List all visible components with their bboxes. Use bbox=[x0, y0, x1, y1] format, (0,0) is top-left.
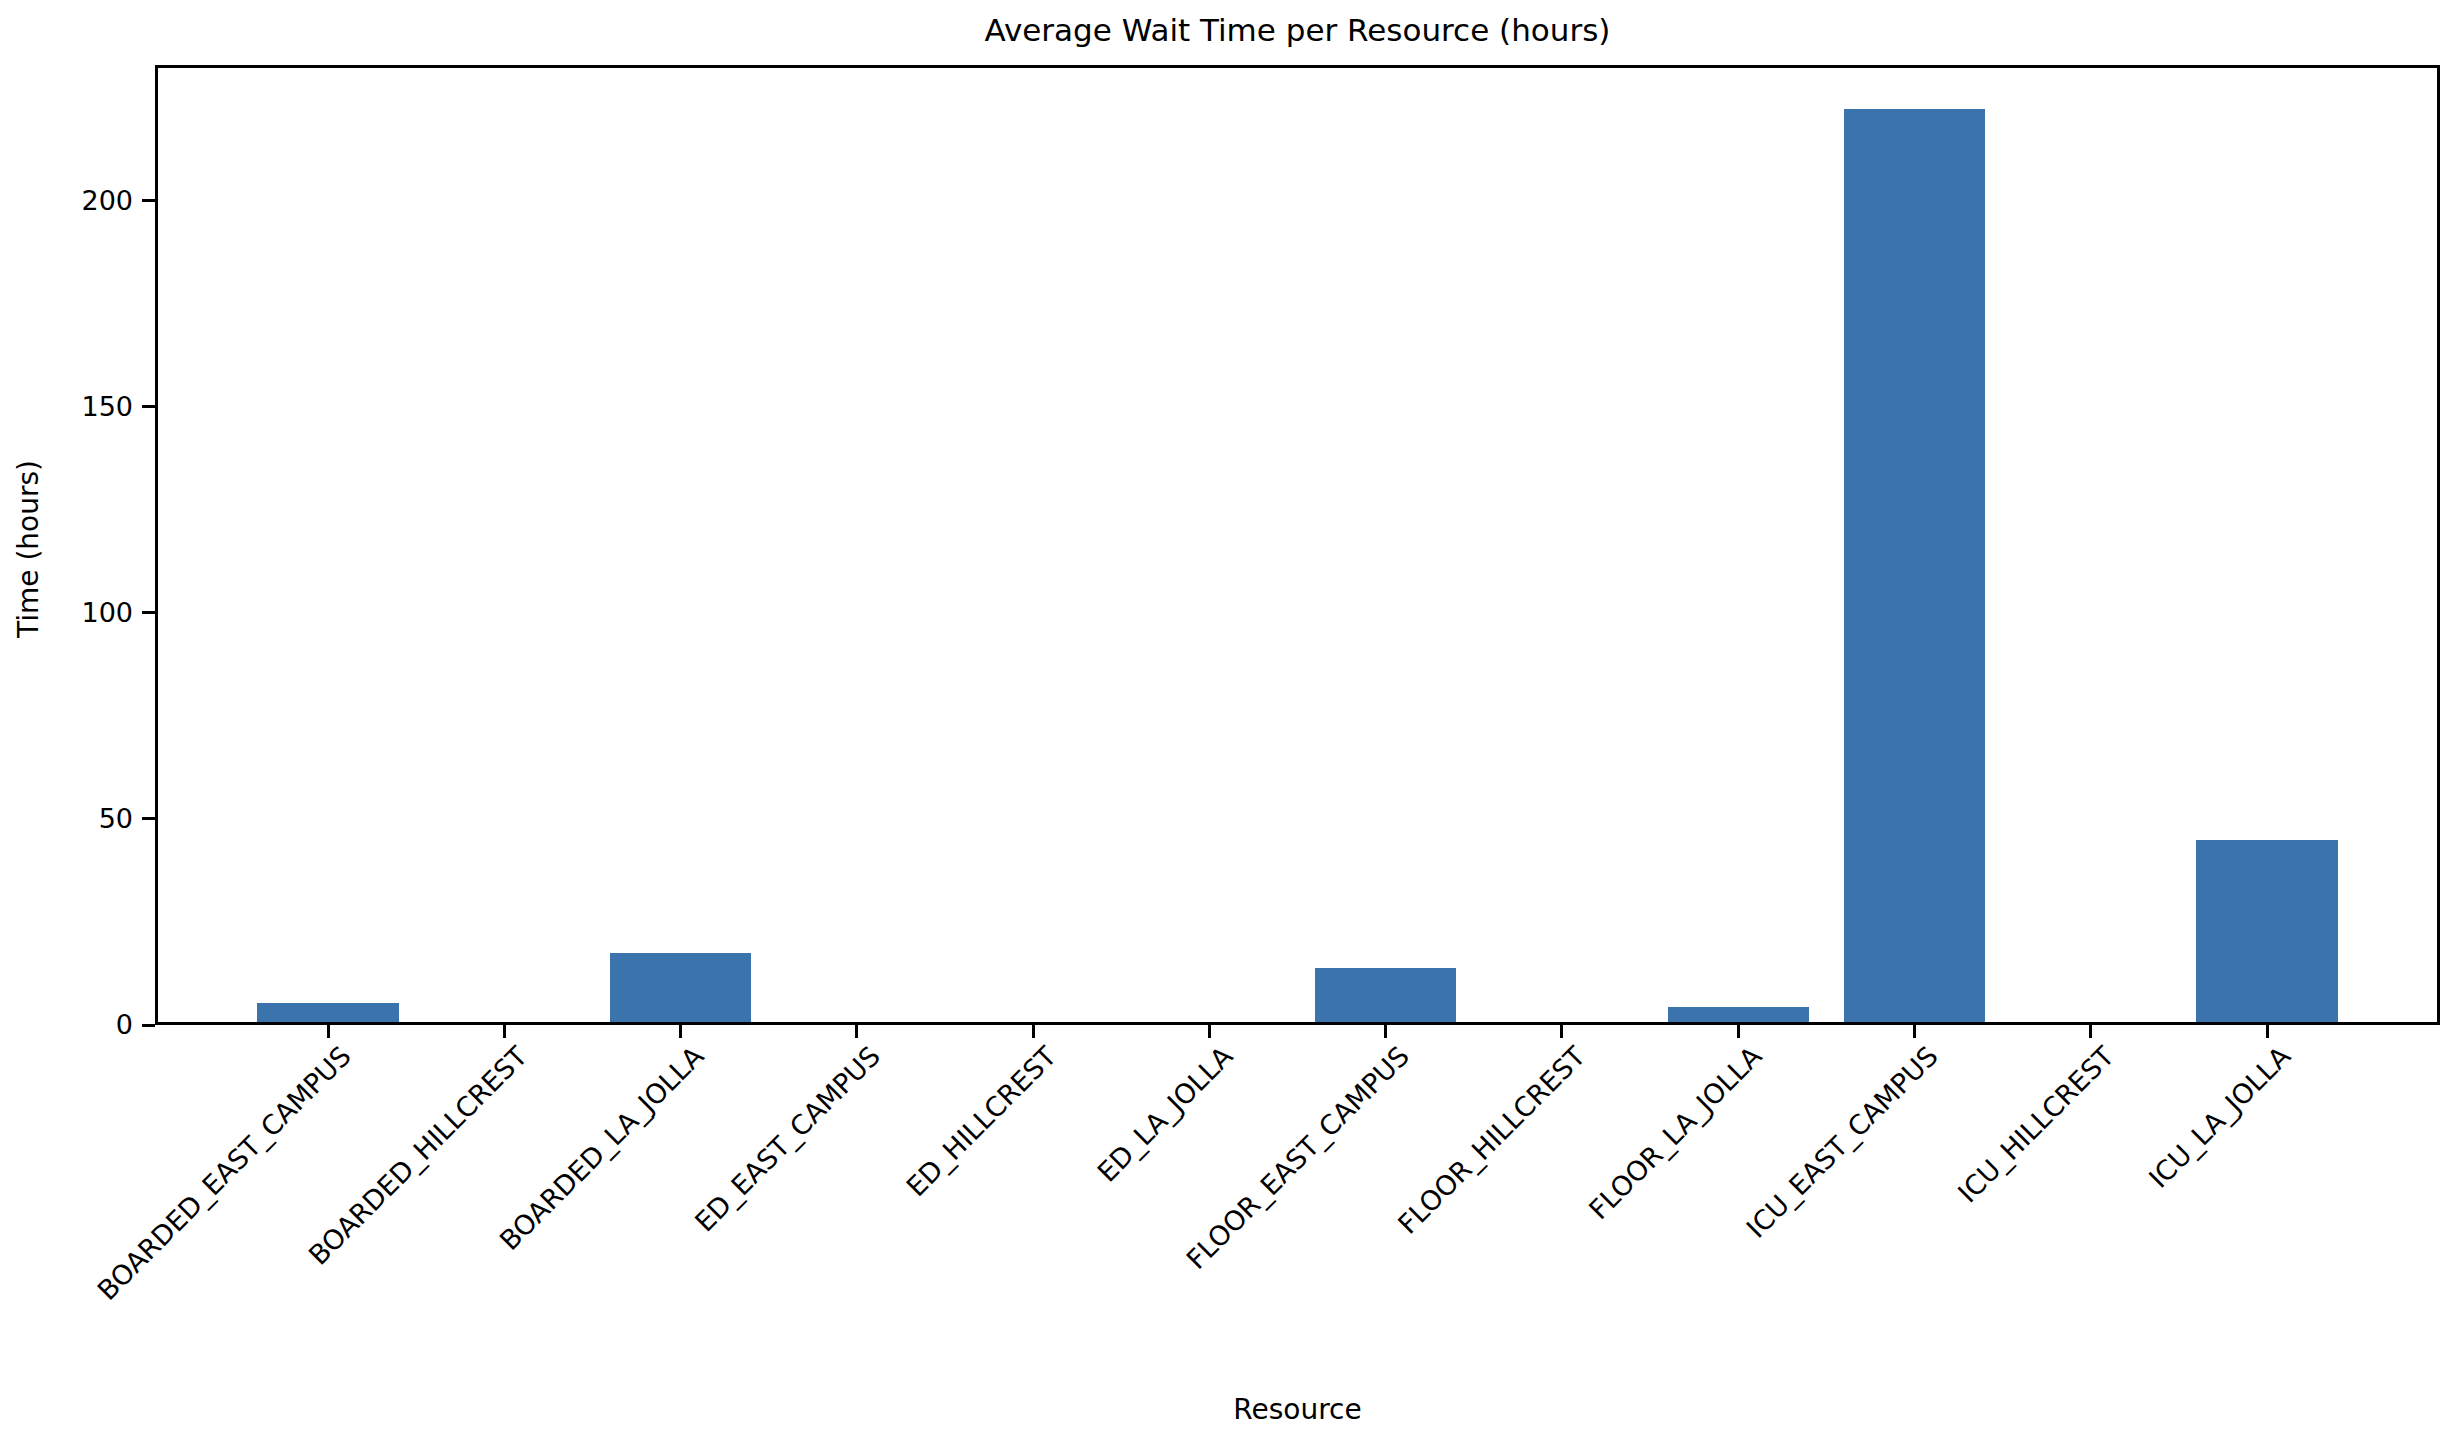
x-tick-mark bbox=[2266, 1025, 2269, 1038]
y-tick-label: 50 bbox=[13, 802, 133, 836]
y-tick-label: 150 bbox=[13, 390, 133, 424]
x-tick-label: FLOOR_LA_JOLLA bbox=[1583, 1041, 1767, 1225]
y-tick-mark bbox=[142, 611, 155, 614]
y-tick-mark bbox=[142, 817, 155, 820]
x-axis-label: Resource bbox=[155, 1392, 2440, 1428]
x-tick-label: ICU_HILLCREST bbox=[1953, 1041, 2120, 1208]
x-tick-mark bbox=[327, 1025, 330, 1038]
x-tick-mark bbox=[1208, 1025, 1211, 1038]
plot-area bbox=[155, 65, 2440, 1025]
x-tick-mark bbox=[679, 1025, 682, 1038]
x-tick-label: ED_HILLCREST bbox=[901, 1041, 1062, 1202]
bar-chart-figure: Average Wait Time per Resource (hours) T… bbox=[0, 0, 2450, 1450]
x-tick-mark bbox=[1913, 1025, 1916, 1038]
x-tick-label: ICU_LA_JOLLA bbox=[2143, 1041, 2296, 1194]
y-tick-label: 200 bbox=[13, 184, 133, 218]
x-tick-mark bbox=[503, 1025, 506, 1038]
x-tick-label: ICU_EAST_CAMPUS bbox=[1741, 1041, 1944, 1244]
y-axis-label: Time (hours) bbox=[11, 419, 47, 679]
y-tick-mark bbox=[142, 199, 155, 202]
y-tick-label: 100 bbox=[13, 596, 133, 630]
y-tick-mark bbox=[142, 405, 155, 408]
x-tick-label: ED_LA_JOLLA bbox=[1092, 1041, 1239, 1188]
x-tick-mark bbox=[1737, 1025, 1740, 1038]
y-tick-label: 0 bbox=[13, 1008, 133, 1042]
x-tick-label: BOARDED_EAST_CAMPUS bbox=[92, 1041, 357, 1306]
x-tick-label: BOARDED_LA_JOLLA bbox=[495, 1041, 710, 1256]
x-tick-mark bbox=[1560, 1025, 1563, 1038]
x-tick-mark bbox=[1032, 1025, 1035, 1038]
x-tick-mark bbox=[2089, 1025, 2092, 1038]
chart-title: Average Wait Time per Resource (hours) bbox=[155, 10, 2440, 50]
y-tick-mark bbox=[142, 1024, 155, 1027]
x-tick-mark bbox=[1384, 1025, 1387, 1038]
x-tick-label: FLOOR_HILLCREST bbox=[1392, 1041, 1591, 1240]
x-tick-label: ED_EAST_CAMPUS bbox=[690, 1041, 886, 1237]
x-tick-mark bbox=[855, 1025, 858, 1038]
